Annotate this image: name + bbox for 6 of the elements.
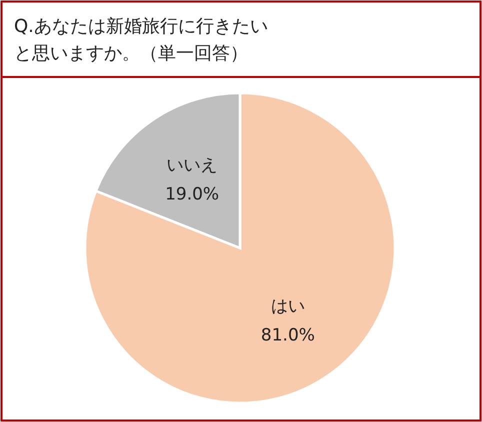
slice-label: はい (270, 296, 305, 317)
chart-title: Q.あなたは新婚旅行に行きたいと思いますか。（単一回答） (14, 16, 268, 64)
pie-slice (84, 92, 396, 404)
data-label: 81.0% (260, 326, 315, 346)
data-label: 19.0% (165, 184, 220, 205)
slice-label: いいえ (166, 156, 218, 176)
